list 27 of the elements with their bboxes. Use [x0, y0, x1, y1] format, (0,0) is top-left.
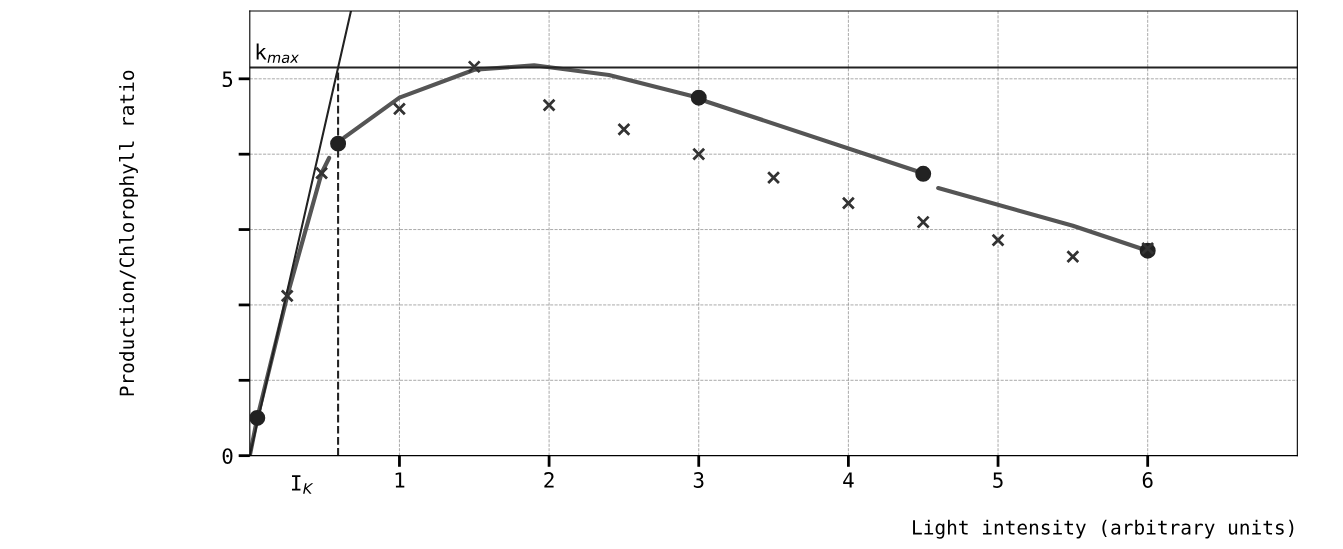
x-tick-label: 1 [395, 472, 405, 488]
point [690, 89, 707, 106]
x-tick-label: 2 [544, 472, 554, 488]
point [392, 102, 407, 116]
y-axis-title: Production/Chlorophyll ratio [119, 70, 138, 396]
point [691, 147, 706, 161]
point [617, 122, 631, 137]
point [280, 289, 294, 303]
point [841, 196, 856, 210]
point [314, 166, 329, 180]
x-tick-label: 5 [993, 472, 1003, 488]
point [916, 215, 930, 229]
point [249, 410, 266, 426]
ref-line-label: I$_{K}$ [292, 475, 314, 494]
x-tick-label: 4 [843, 472, 854, 488]
y-tick-label: 0 [222, 448, 233, 464]
point [915, 165, 932, 182]
x-tick-label: 3 [693, 472, 704, 488]
point [991, 233, 1005, 247]
x-tick-label: 6 [1142, 472, 1153, 488]
point [1066, 249, 1080, 264]
ref-line-label: k$_{max}$ [256, 43, 299, 64]
x-axis-title: Light intensity (arbitrary units) [913, 519, 1294, 539]
point [766, 170, 781, 185]
point [542, 98, 556, 112]
point [467, 59, 482, 74]
point [330, 135, 347, 152]
